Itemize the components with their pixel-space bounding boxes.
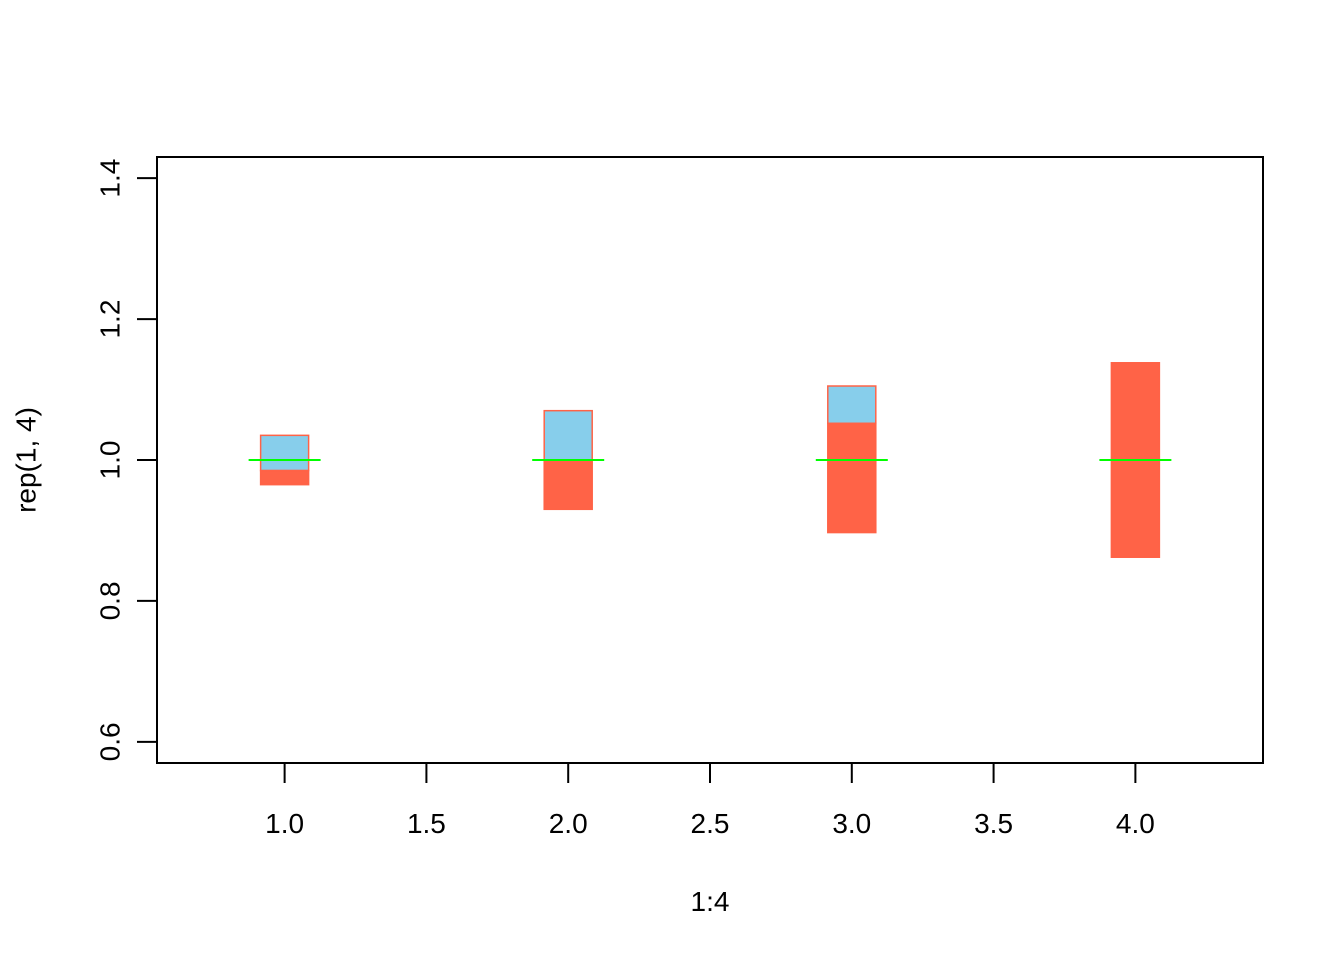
x-tick-label: 3.5 bbox=[974, 808, 1013, 839]
box-series2-x3 bbox=[827, 422, 877, 534]
y-tick-label: 0.8 bbox=[95, 581, 126, 620]
box-series1-x1 bbox=[259, 434, 310, 472]
x-tick-label: 2.0 bbox=[549, 808, 588, 839]
data-boxes bbox=[259, 362, 1161, 558]
box-series1-x2 bbox=[543, 409, 593, 461]
x-axis-title: 1:4 bbox=[691, 886, 730, 917]
box-series2-x2 bbox=[543, 459, 593, 511]
x-axis: 1.0 1.5 2.0 2.5 3.0 3.5 4.0 bbox=[265, 762, 1155, 839]
x-tick-label: 4.0 bbox=[1116, 808, 1155, 839]
x-tick-label: 1.0 bbox=[265, 808, 304, 839]
x-tick-label: 1.5 bbox=[407, 808, 446, 839]
x-tick-label: 3.0 bbox=[832, 808, 871, 839]
y-axis-title: rep(1, 4) bbox=[11, 407, 42, 513]
y-tick-label: 1.0 bbox=[95, 441, 126, 480]
box-series1-x3 bbox=[827, 385, 877, 425]
y-axis: 0.6 0.8 1.0 1.2 1.4 bbox=[95, 159, 158, 761]
x-tick-label: 2.5 bbox=[691, 808, 730, 839]
plot-frame bbox=[156, 156, 1264, 764]
box-series2-x1 bbox=[259, 469, 310, 486]
y-tick-label: 1.2 bbox=[95, 300, 126, 339]
y-tick-label: 0.6 bbox=[95, 722, 126, 761]
y-tick-label: 1.4 bbox=[95, 159, 126, 198]
